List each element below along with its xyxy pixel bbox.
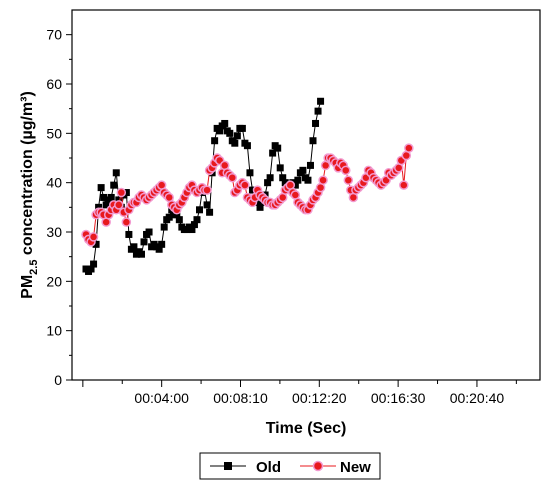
data-point-old	[279, 174, 287, 182]
data-point-old	[102, 201, 110, 209]
data-point-new	[202, 185, 212, 195]
data-point-new	[240, 180, 250, 190]
data-point-old	[158, 240, 166, 248]
data-point-old	[238, 124, 246, 132]
data-point-old	[92, 240, 100, 248]
data-point-old	[254, 198, 262, 206]
data-point-old	[90, 260, 98, 268]
legend-old-label: Old	[256, 459, 281, 476]
data-point-new	[121, 217, 132, 227]
data-point-old	[256, 203, 264, 211]
legend-old-marker	[224, 462, 232, 470]
x-tick-label: 00:16:30	[371, 390, 426, 406]
x-tick-label: 00:12:20	[292, 390, 347, 406]
data-point-old	[100, 193, 108, 201]
data-point-old	[314, 107, 322, 115]
data-point-old	[299, 166, 307, 174]
data-point-new	[116, 187, 127, 198]
data-point-old	[264, 179, 272, 187]
y-tick-label: 0	[54, 372, 62, 388]
data-point-old	[274, 144, 282, 152]
data-point-old	[231, 139, 239, 147]
data-point-new	[343, 175, 354, 185]
y-axis-title: PM2.5 concentration (µg/m³)	[19, 91, 40, 299]
data-point-old	[317, 97, 325, 105]
data-point-new	[114, 200, 124, 210]
data-point-old	[291, 181, 299, 189]
data-point-old	[155, 245, 163, 253]
data-point-old	[312, 119, 320, 127]
data-point-old	[269, 149, 277, 157]
data-point-old	[140, 238, 148, 246]
x-axis-title: Time (Sec)	[266, 420, 347, 437]
data-point-new	[88, 232, 99, 242]
y-tick-label: 50	[46, 125, 62, 141]
data-point-new	[341, 165, 351, 176]
data-point-old	[112, 169, 120, 177]
data-point-old	[130, 243, 138, 251]
data-point-old	[145, 228, 153, 236]
data-point-new	[399, 180, 409, 190]
data-point-old	[175, 216, 183, 224]
data-point-new	[227, 172, 238, 183]
data-point-old	[125, 230, 133, 238]
data-point-old	[243, 142, 251, 150]
y-tick-label: 60	[46, 76, 62, 92]
data-point-old	[266, 174, 274, 182]
data-point-old	[107, 193, 115, 201]
legend: Old New	[199, 452, 381, 480]
data-point-old	[165, 213, 173, 221]
x-tick-label: 00:20:40	[450, 390, 505, 406]
data-point-old	[248, 186, 256, 194]
data-point-new	[318, 175, 328, 185]
x-tick-label: 00:08:10	[213, 390, 268, 406]
data-point-old	[137, 250, 145, 258]
y-tick-label: 30	[46, 224, 62, 240]
data-point-old	[221, 119, 229, 127]
x-tick-label: 00:04:00	[134, 390, 189, 406]
data-point-old	[110, 181, 118, 189]
data-point-old	[188, 226, 196, 234]
data-point-new	[404, 143, 414, 153]
data-point-old	[309, 137, 317, 145]
data-point-old	[87, 265, 95, 273]
y-tick-label: 70	[46, 27, 62, 43]
data-point-old	[294, 176, 302, 184]
data-point-old	[211, 137, 219, 145]
series-layer	[81, 97, 414, 275]
data-point-old	[190, 221, 198, 229]
data-point-old	[196, 206, 203, 214]
data-point-old	[97, 184, 105, 192]
x-axis: 00:04:00 00:08:10 00:12:20 00:16:30 00:20:40	[82, 380, 517, 406]
data-point-old	[206, 208, 214, 216]
plot-frame	[71, 9, 541, 381]
y-tick-label: 10	[46, 323, 62, 339]
data-point-old	[160, 223, 168, 231]
data-point-old	[304, 176, 312, 184]
y-tick-label: 20	[46, 273, 62, 289]
y-tick-label: 40	[46, 175, 62, 191]
legend-new-marker	[312, 460, 324, 472]
y-axis-title-main: PM	[19, 275, 36, 299]
legend-new-label: New	[340, 459, 371, 476]
y-axis-title-rest: concentration (µg/m³)	[19, 91, 36, 259]
data-point-old	[246, 169, 254, 177]
data-point-old	[115, 196, 123, 204]
y-axis: 0 10 20 30 40 50 60 70	[46, 27, 72, 388]
data-point-old	[276, 164, 284, 172]
data-point-old	[233, 132, 241, 140]
data-point-old	[122, 189, 130, 197]
data-point-old	[193, 216, 201, 224]
data-point-old	[226, 129, 234, 137]
data-point-old	[306, 161, 314, 169]
y-axis-title-subscript: 2.5	[28, 260, 40, 275]
data-point-old	[203, 201, 211, 209]
data-point-old	[95, 203, 103, 211]
data-point-old	[173, 211, 181, 219]
data-point-old	[216, 127, 224, 135]
